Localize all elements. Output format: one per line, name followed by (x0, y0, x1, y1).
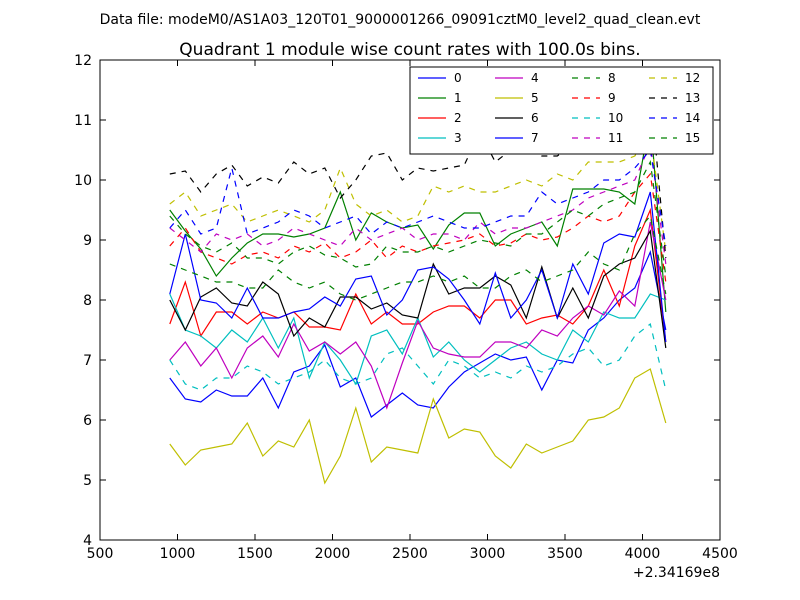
legend-entry-3: 3 (418, 131, 462, 145)
legend-entry-0: 0 (418, 71, 462, 85)
legend-entry-13: 13 (649, 91, 700, 105)
x-axis: 500 1000 1500 2000 2500 3000 3500 4000 4500 (87, 60, 738, 562)
x-tick-label: 2000 (315, 546, 351, 562)
series-line-5 (169, 368, 667, 485)
legend-label: 13 (685, 91, 700, 105)
y-tick-label: 4 (83, 533, 92, 549)
legend-label: 12 (685, 71, 700, 85)
x-tick-label: 3000 (470, 546, 506, 562)
legend-label: 6 (531, 111, 539, 125)
y-tick-label: 8 (83, 293, 92, 309)
series-line-11 (169, 141, 667, 265)
legend-entry-6: 6 (495, 111, 539, 125)
y-tick-label: 9 (83, 233, 92, 249)
x-tick-label: 500 (87, 546, 114, 562)
y-tick-label: 5 (83, 473, 92, 489)
legend-entry-9: 9 (572, 91, 616, 105)
legend-label: 1 (454, 91, 462, 105)
legend-label: 15 (685, 131, 700, 145)
legend-label: 8 (608, 71, 616, 85)
series-line-9 (169, 172, 667, 283)
series-line-2 (169, 207, 667, 343)
y-tick-label: 12 (74, 53, 92, 69)
series-line-1 (169, 116, 667, 313)
series-line-4 (169, 221, 667, 410)
legend-entry-5: 5 (495, 91, 539, 105)
series-line-12 (169, 130, 667, 253)
data-file-label: Data file: modeM0/AS1A03_120T01_90000012… (100, 12, 701, 28)
legend-label: 3 (454, 131, 462, 145)
x-offset-label: +2.34169e8 (633, 565, 720, 581)
legend-entry-8: 8 (572, 71, 616, 85)
series-line-15 (169, 160, 667, 277)
x-tick-label: 1500 (237, 546, 273, 562)
legend-label: 5 (531, 91, 539, 105)
legend-label: 11 (608, 131, 623, 145)
legend-label: 9 (608, 91, 616, 105)
series-line-8 (169, 214, 667, 301)
legend-entry-4: 4 (495, 71, 539, 85)
series-line-0 (169, 249, 667, 418)
series-line-14 (169, 148, 667, 247)
legend-label: 4 (531, 71, 539, 85)
x-tick-label: 4500 (702, 546, 738, 562)
series-line-7 (169, 191, 667, 343)
y-tick-label: 7 (83, 353, 92, 369)
x-tick-label: 1000 (160, 546, 196, 562)
y-tick-label: 6 (83, 413, 92, 429)
legend-label: 0 (454, 71, 462, 85)
legend-entry-11: 11 (572, 131, 623, 145)
legend-box (409, 66, 714, 155)
legend-label: 7 (531, 131, 539, 145)
x-tick-label: 4000 (625, 546, 661, 562)
legend-label: 2 (454, 111, 462, 125)
legend-entry-10: 10 (572, 111, 623, 125)
x-tick-label: 2500 (392, 546, 428, 562)
chart-title: Quadrant 1 module wise count rates with … (179, 40, 640, 60)
legend-entry-1: 1 (418, 91, 462, 105)
legend-entry-7: 7 (495, 131, 539, 145)
legend-entry-12: 12 (649, 71, 700, 85)
y-tick-label: 10 (74, 173, 92, 189)
series-line-10 (169, 322, 667, 391)
legend-entry-15: 15 (649, 131, 700, 145)
legend-label: 14 (685, 111, 700, 125)
y-tick-label: 11 (74, 113, 92, 129)
legend-entry-14: 14 (649, 111, 700, 125)
x-tick-label: 3500 (547, 546, 583, 562)
legend-entry-2: 2 (418, 111, 462, 125)
legend-label: 10 (608, 111, 623, 125)
